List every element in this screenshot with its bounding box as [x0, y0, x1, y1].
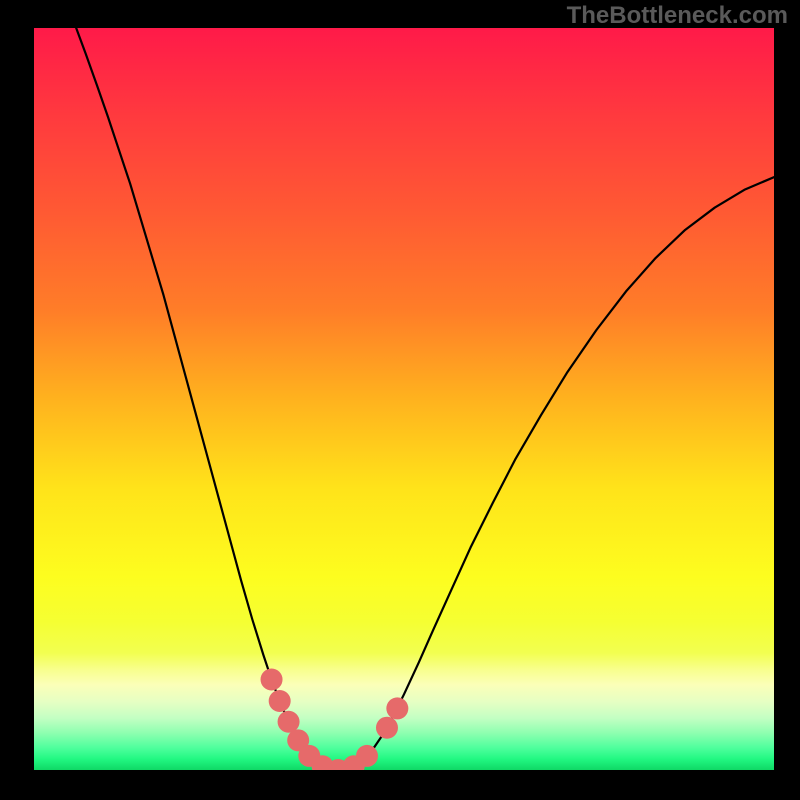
- plot-area: [34, 28, 774, 770]
- watermark-text: TheBottleneck.com: [567, 2, 788, 30]
- marker-dot: [278, 711, 300, 733]
- marker-dot: [386, 697, 408, 719]
- marker-dot: [356, 745, 378, 767]
- plot-svg: [34, 28, 774, 770]
- marker-dot: [261, 668, 283, 690]
- chart-stage: TheBottleneck.com: [0, 0, 800, 800]
- marker-dot: [269, 690, 291, 712]
- gradient-background: [34, 28, 774, 770]
- marker-dot: [376, 717, 398, 739]
